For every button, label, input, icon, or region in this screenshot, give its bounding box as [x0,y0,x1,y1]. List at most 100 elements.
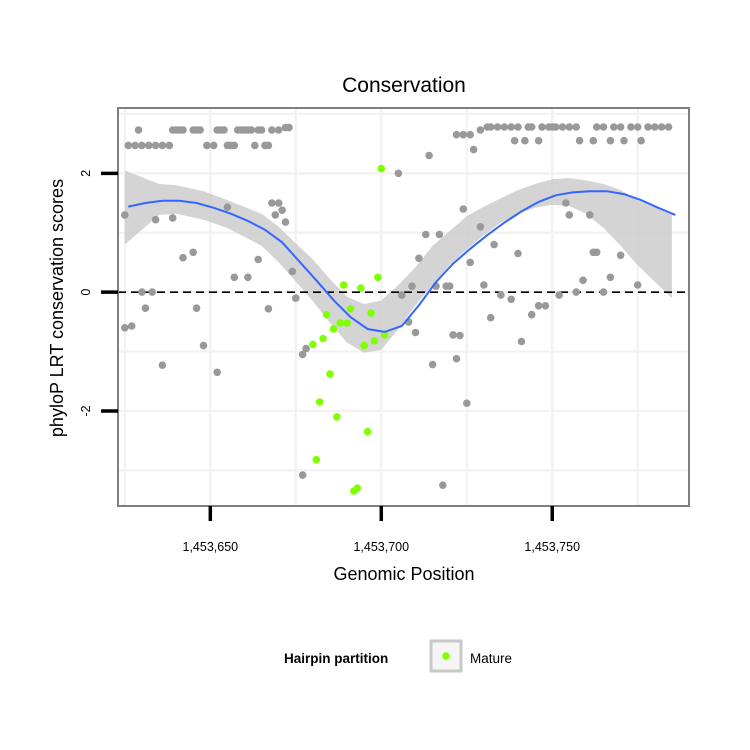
other-point [466,130,475,139]
mature-point [343,319,351,327]
mature-point [312,455,321,464]
other-point [268,126,276,134]
other-point [633,123,642,131]
other-point [490,240,498,249]
y-tick-label: -2 [79,405,93,416]
axes: 1,453,650 1,453,700 1,453,750 -2 0 2 [79,170,580,554]
mature-point [346,305,355,313]
other-point [251,141,259,150]
other-point [644,123,652,131]
mature-point [322,310,331,319]
other-point [534,136,543,145]
other-point [527,123,536,131]
confidence-band [124,170,672,353]
other-point [192,304,201,313]
legend-title: Hairpin partition [284,651,388,666]
other-point [138,288,146,296]
other-point [572,288,580,296]
other-point [428,360,437,369]
other-point [610,123,618,131]
other-point [592,123,601,131]
other-point [271,211,280,219]
other-point [278,206,286,214]
other-point [131,141,139,150]
other-point [657,123,666,131]
other-point [148,288,156,296]
other-point [562,199,570,207]
other-point [254,255,262,264]
mature-point [367,309,375,317]
other-point [466,258,475,267]
other-point [213,368,221,377]
other-point [486,313,495,322]
other-point [616,123,625,131]
other-point [151,141,160,150]
other-point [158,361,167,370]
other-point [189,248,197,257]
mature-point [336,319,345,327]
other-point [486,123,495,131]
mature-point [377,164,386,173]
other-point [541,302,550,310]
other-point [633,281,642,289]
mature-point [329,325,338,333]
other-point [281,218,290,226]
other-point [121,211,129,219]
other-point [572,123,580,131]
other-point [606,136,615,145]
other-point [292,294,300,302]
mature-point [363,427,372,436]
other-point [264,141,273,150]
other-point [151,215,160,224]
other-point [274,126,283,134]
other-point [651,123,659,131]
mature-point [315,398,324,406]
other-point [555,291,563,299]
other-point [538,123,546,131]
other-point [463,399,471,408]
other-point [415,254,423,263]
other-point [223,203,232,211]
grid-lines [118,108,689,506]
mature-point [339,281,348,289]
legend-mature-dot [442,652,450,660]
other-point [285,123,293,132]
other-point [565,123,574,131]
other-point [527,310,536,319]
other-point [435,230,444,239]
mature-point [370,337,379,345]
other-point [551,123,560,131]
chart-title: Conservation [342,74,466,97]
other-point [507,295,515,304]
confidence-band-area [124,170,672,353]
mature-point [360,341,369,350]
other-point [592,248,601,257]
mature-point [319,334,327,343]
other-point [521,136,529,145]
legend: Hairpin partition Mature [284,639,512,673]
other-point [268,199,276,207]
other-point [408,282,416,291]
x-tick-label: 1,453,700 [353,540,409,554]
other-point [165,141,174,150]
other-point [599,123,608,131]
plot-panel-border [117,107,690,507]
other-point [425,151,433,160]
x-tick-label: 1,453,750 [524,540,580,554]
y-axis-label: phyloP LRT conservation scores [47,179,67,437]
other-point [586,211,594,219]
other-point [500,123,509,131]
smooth-line [128,190,676,333]
other-point [141,304,150,313]
other-point [127,322,136,330]
other-point [514,123,522,131]
mature-point [309,340,317,349]
other-point [514,249,522,258]
y-tick-label: 2 [79,170,93,177]
other-point [469,145,478,154]
mature-point [326,370,334,378]
other-point [203,141,211,150]
other-point [497,291,505,299]
other-point [168,214,177,222]
other-point [589,136,598,145]
